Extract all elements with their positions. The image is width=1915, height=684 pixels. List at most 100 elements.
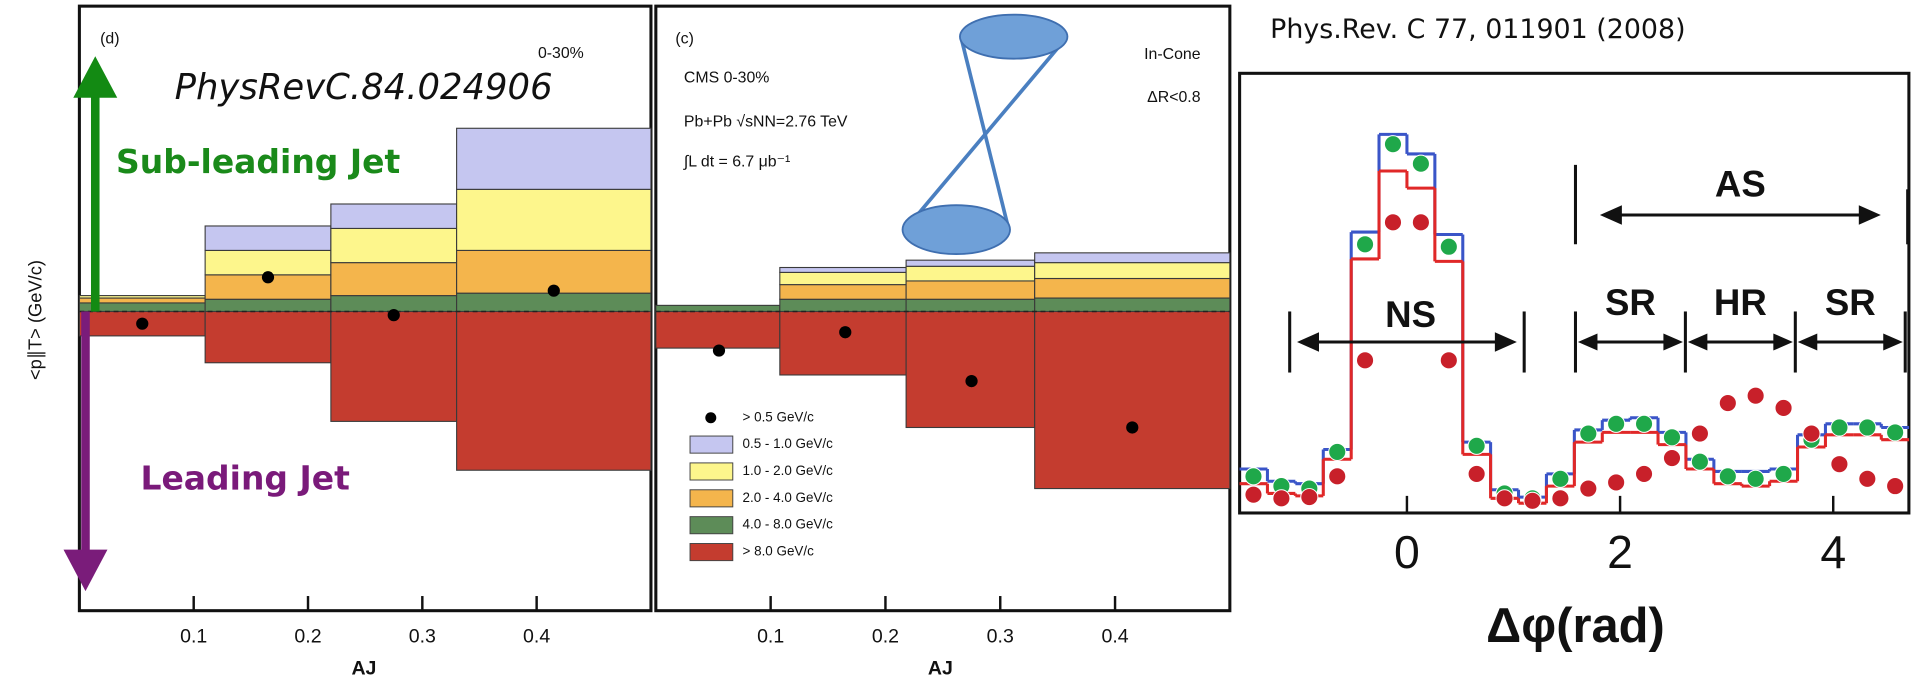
- x-tick-label: 2: [1607, 526, 1633, 578]
- data-point: [1468, 465, 1485, 482]
- x-axis-label: AJ: [928, 657, 953, 679]
- data-point: [1301, 489, 1318, 506]
- stack-segment: [331, 263, 457, 296]
- data-point: [1440, 238, 1457, 255]
- stack-segment: [205, 226, 331, 250]
- legend-label: 1.0 - 2.0 GeV/c: [743, 463, 834, 478]
- x-tick-label: 4: [1820, 526, 1846, 578]
- stack-segment: [457, 311, 651, 470]
- legend-label: > 0.5 GeV/c: [743, 409, 815, 424]
- stack-segment: [1035, 253, 1230, 263]
- legend-swatch: [690, 436, 733, 453]
- x-tick-label: 0.3: [409, 626, 436, 648]
- panel-label: (d): [100, 30, 119, 47]
- x-tick-label: 0.1: [757, 626, 784, 648]
- data-point: [1357, 352, 1374, 369]
- reference-label: PhysRevC.84.024906: [175, 67, 553, 108]
- stack-segment: [906, 266, 1035, 281]
- data-point: [1126, 421, 1138, 433]
- data-point: [1468, 437, 1485, 454]
- stack-segment: [1035, 278, 1230, 298]
- stack-segment: [906, 281, 1035, 299]
- data-point: [1663, 429, 1680, 446]
- x-axis-label: Δφ(rad): [1486, 599, 1665, 653]
- legend-label: 0.5 - 1.0 GeV/c: [743, 436, 834, 451]
- panel-label: (c): [675, 30, 694, 47]
- stack-segment: [906, 260, 1035, 266]
- legend-swatch: [690, 463, 733, 480]
- stack-segment: [780, 272, 906, 284]
- stack-segment: [1035, 298, 1230, 311]
- stack-segment: [656, 305, 780, 311]
- stack-segment: [1035, 263, 1230, 279]
- stack-segment: [331, 228, 457, 262]
- region-label: SR: [1825, 282, 1876, 323]
- region-label: AS: [1715, 164, 1766, 205]
- panel-text: CMS 0-30%: [684, 69, 770, 86]
- legend-label: > 8.0 GeV/c: [743, 544, 815, 559]
- data-point: [1580, 425, 1597, 442]
- stack-segment: [656, 311, 780, 348]
- data-point: [1329, 443, 1346, 460]
- x-axis-label: AJ: [351, 657, 376, 679]
- x-tick-label: 0.4: [1101, 626, 1128, 648]
- stack-segment: [331, 311, 457, 421]
- panel-text: ΔR<0.8: [1147, 89, 1201, 106]
- x-tick-label: 0.2: [294, 626, 321, 648]
- data-point: [1831, 456, 1848, 473]
- x-tick-label: 0.4: [523, 626, 550, 648]
- data-point: [548, 285, 560, 297]
- cone-ellipse: [903, 205, 1010, 254]
- stack-segment: [457, 189, 651, 250]
- stack-segment: [780, 299, 906, 311]
- data-point: [1440, 352, 1457, 369]
- sub-leading-label: Sub-leading Jet: [116, 142, 400, 181]
- data-point: [1636, 465, 1653, 482]
- region-label: HR: [1714, 282, 1767, 323]
- data-point: [1524, 492, 1541, 509]
- slide: 0.10.20.30.40.10.20.30.4> 0.5 GeV/c0.5 -…: [0, 0, 1915, 684]
- stack-segment: [205, 311, 331, 362]
- data-point: [1719, 395, 1736, 412]
- corner-label: 0-30%: [538, 45, 584, 62]
- x-tick-label: 0.2: [872, 626, 899, 648]
- data-point: [1887, 424, 1904, 441]
- legend-label: 4.0 - 8.0 GeV/c: [743, 517, 834, 532]
- data-point: [1691, 453, 1708, 470]
- data-point: [713, 344, 725, 356]
- data-point: [1329, 468, 1346, 485]
- data-point: [1747, 387, 1764, 404]
- panel-text: ∫L dt = 6.7 μb⁻¹: [683, 154, 790, 171]
- leading-label: Leading Jet: [140, 459, 349, 498]
- data-point: [1496, 490, 1513, 507]
- data-point: [1691, 425, 1708, 442]
- data-point: [1636, 415, 1653, 432]
- panel-text: Pb+Pb √sNN=2.76 TeV: [684, 113, 848, 130]
- legend-swatch: [690, 544, 733, 561]
- data-point: [1747, 470, 1764, 487]
- data-point: [1608, 474, 1625, 491]
- data-point: [262, 271, 274, 283]
- data-point: [1887, 478, 1904, 495]
- stack-segment: [780, 311, 906, 375]
- data-point: [1273, 490, 1290, 507]
- data-point: [1412, 214, 1429, 231]
- data-point: [1608, 415, 1625, 432]
- data-point: [839, 326, 851, 338]
- x-tick-label: 0.1: [180, 626, 207, 648]
- data-point: [965, 375, 977, 387]
- cone-ellipse: [960, 15, 1067, 59]
- panel-text: In-Cone: [1144, 46, 1201, 63]
- legend-swatch: [690, 517, 733, 534]
- data-point: [1552, 490, 1569, 507]
- region-label: NS: [1385, 294, 1436, 335]
- stack-segment: [780, 285, 906, 300]
- data-point: [1412, 155, 1429, 172]
- chart-title: Phys.Rev. C 77, 011901 (2008): [1270, 14, 1685, 45]
- data-point: [1859, 419, 1876, 436]
- data-point: [1775, 465, 1792, 482]
- stack-segment: [906, 299, 1035, 311]
- data-point: [1384, 136, 1401, 153]
- y-axis-label: <p∥T> (GeV/c): [24, 260, 45, 380]
- stack-segment: [906, 311, 1035, 427]
